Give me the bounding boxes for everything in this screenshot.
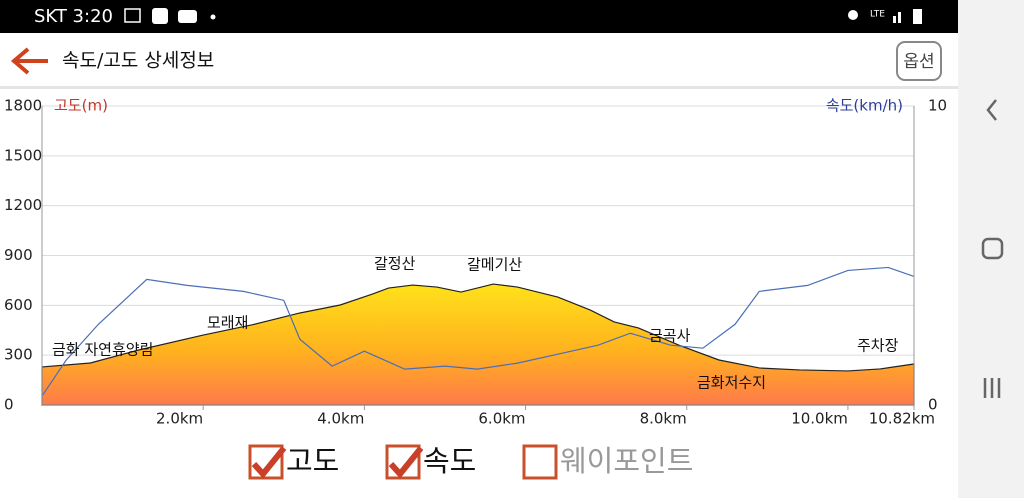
speed-line xyxy=(41,266,915,397)
option-button[interactable] xyxy=(896,41,942,81)
x-tick-label: 8.0km xyxy=(640,410,687,428)
y-tick-label: 300 xyxy=(4,346,33,364)
y-tick-label: 0 xyxy=(4,396,14,414)
annotation: 모래재 xyxy=(207,314,248,332)
annotation: 갈메기산 xyxy=(467,256,522,274)
y2-axis-label: 속도(km/h) xyxy=(826,97,903,115)
y-tick-label: 1200 xyxy=(4,196,42,214)
nav-recent[interactable] xyxy=(983,378,1001,398)
y-tick-label: 1800 xyxy=(4,97,42,115)
x-tick-label: 4.0km xyxy=(317,410,364,428)
header-title: 속도/고도 상세정보 xyxy=(62,50,214,72)
annotation: 주차장 xyxy=(857,337,899,355)
battery xyxy=(913,9,922,24)
annotation: 금화저수지 xyxy=(697,374,766,392)
status-icon xyxy=(124,8,141,23)
y-tick-label: 600 xyxy=(4,296,33,314)
header xyxy=(0,33,958,88)
legend-label[interactable]: 속도 xyxy=(423,444,476,478)
location-icon xyxy=(848,10,858,20)
back-arrow[interactable] xyxy=(10,47,48,75)
y-tick-label: 900 xyxy=(4,246,33,264)
checkmark xyxy=(388,446,424,479)
option-label[interactable]: 옵션 xyxy=(903,52,934,72)
nav-bar xyxy=(958,0,1024,498)
annotation: 갈정산 xyxy=(374,255,416,273)
checkbox[interactable] xyxy=(522,444,558,480)
status-dot xyxy=(210,14,216,20)
altitude-area xyxy=(41,283,915,406)
status-icon xyxy=(152,8,168,24)
network-label: LTE xyxy=(870,10,885,20)
header-shadow xyxy=(0,86,958,89)
y2-tick-label: 0 xyxy=(928,396,938,414)
x-tick-label: 10.82km xyxy=(869,410,935,428)
y-tick-label: 1500 xyxy=(4,146,42,164)
signal xyxy=(893,16,896,23)
status-time: SKT 3:20 xyxy=(34,6,113,27)
annotation: 금화 자연휴양림 xyxy=(52,341,153,359)
nav-home[interactable] xyxy=(981,237,1004,260)
signal xyxy=(898,12,901,23)
status-icon xyxy=(178,10,197,23)
chart: 0 300 600 900 1200 1500 1800 0 10 고도(m) 속도(km/h) 2.… xyxy=(4,97,947,428)
nav-back[interactable] xyxy=(986,99,997,121)
legend-label[interactable]: 고도 xyxy=(286,444,339,478)
legend: 고도 속도 웨이포인트 xyxy=(248,444,693,480)
x-tick-label: 10.0km xyxy=(791,410,848,428)
x-tick-label: 2.0km xyxy=(156,410,203,428)
y2-tick-label: 10 xyxy=(928,97,947,115)
checkmark xyxy=(251,446,287,479)
x-tick-label: 6.0km xyxy=(478,410,525,428)
legend-label[interactable]: 웨이포인트 xyxy=(560,444,693,478)
annotation: 금곡사 xyxy=(649,327,691,345)
status-bar xyxy=(0,0,958,33)
y-axis-label: 고도(m) xyxy=(54,97,108,115)
